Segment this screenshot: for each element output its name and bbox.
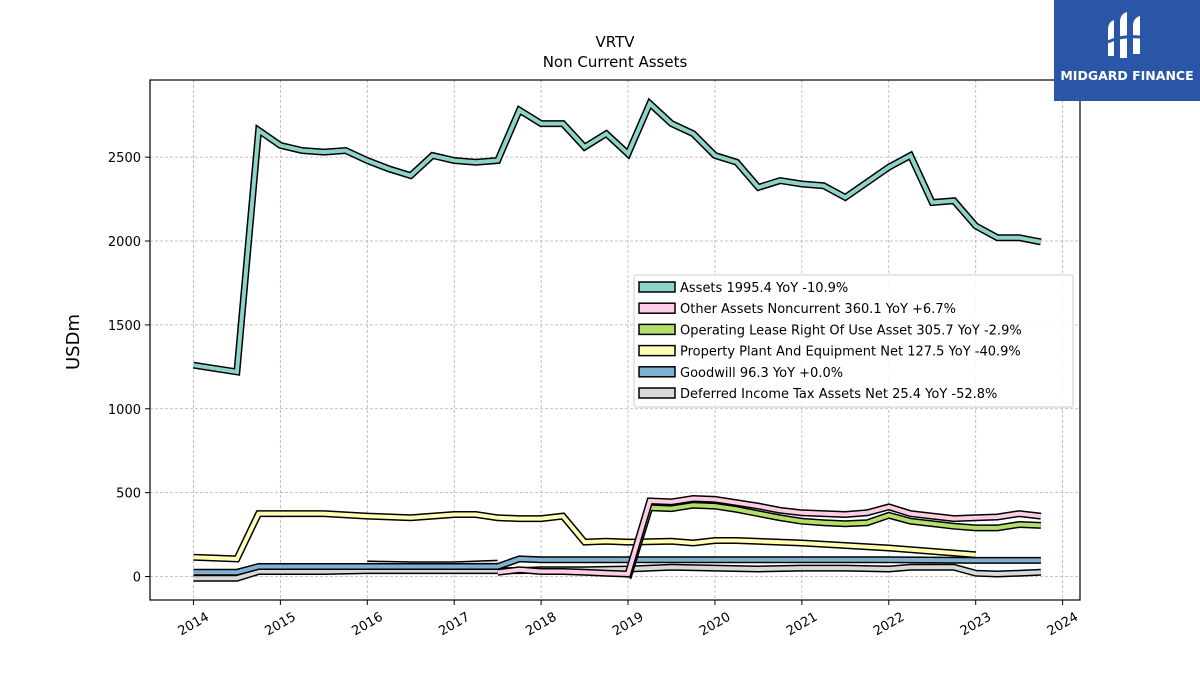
legend-swatch bbox=[638, 366, 676, 378]
y-tick-label: 2500 bbox=[108, 151, 141, 166]
x-tick-label: 2017 bbox=[436, 610, 472, 640]
x-tick-label: 2023 bbox=[958, 610, 994, 640]
x-tick-label: 2016 bbox=[349, 610, 385, 640]
legend-swatch bbox=[638, 281, 676, 293]
x-tick-label: 2015 bbox=[263, 610, 299, 640]
legend-entry: Other Assets Noncurrent 360.1 YoY +6.7% bbox=[680, 302, 956, 317]
legend-box bbox=[633, 274, 1074, 408]
legend-swatch bbox=[638, 323, 676, 336]
legend-swatch bbox=[638, 302, 676, 314]
chart-subtitle: Non Current Assets bbox=[543, 53, 688, 71]
legend-entry: Property Plant And Equipment Net 127.5 Y… bbox=[680, 345, 1021, 360]
x-tick-label: 2024 bbox=[1045, 610, 1081, 640]
chart-title: VRTV bbox=[595, 33, 635, 51]
x-tick-label: 2014 bbox=[176, 610, 212, 640]
y-tick-label: 1500 bbox=[108, 319, 141, 334]
legend-entry: Deferred Income Tax Assets Net 25.4 YoY … bbox=[680, 387, 997, 402]
legend-swatch bbox=[638, 387, 676, 399]
legend: Assets 1995.4 YoY -10.9% Other Assets Non… bbox=[633, 274, 1074, 408]
legend-entry: Assets 1995.4 YoY -10.9% bbox=[680, 281, 848, 296]
y-tick-label: 2000 bbox=[108, 235, 141, 250]
brand-logo: MIDGARD FINANCE bbox=[1054, 0, 1200, 101]
y-tick-label: 1000 bbox=[108, 403, 141, 418]
series-line-0 bbox=[193, 100, 1042, 375]
plot-frame bbox=[149, 79, 1081, 601]
x-tick-label: 2022 bbox=[871, 610, 907, 640]
y-axis-label: USDm bbox=[63, 314, 84, 370]
y-tick-label: 500 bbox=[116, 487, 141, 502]
logo-text: MIDGARD FINANCE bbox=[1060, 68, 1194, 83]
x-tick-label: 2020 bbox=[697, 610, 733, 640]
legend-swatch bbox=[638, 344, 676, 357]
x-tick-label: 2019 bbox=[610, 610, 646, 640]
series-line-3 bbox=[193, 511, 976, 561]
series-line-4 bbox=[193, 556, 1041, 575]
series-lines bbox=[192, 97, 1042, 582]
logo-mark-icon bbox=[1107, 12, 1147, 58]
series-line-1 bbox=[497, 496, 1042, 577]
x-tick-label: 2018 bbox=[523, 610, 559, 640]
legend-entry: Goodwill 96.3 YoY +0.0% bbox=[680, 366, 843, 381]
legend-entry: Operating Lease Right Of Use Asset 305.7… bbox=[680, 323, 1022, 338]
y-tick-label: 0 bbox=[133, 571, 141, 586]
x-tick-label: 2021 bbox=[784, 610, 820, 640]
series-line-2 bbox=[626, 503, 1041, 579]
